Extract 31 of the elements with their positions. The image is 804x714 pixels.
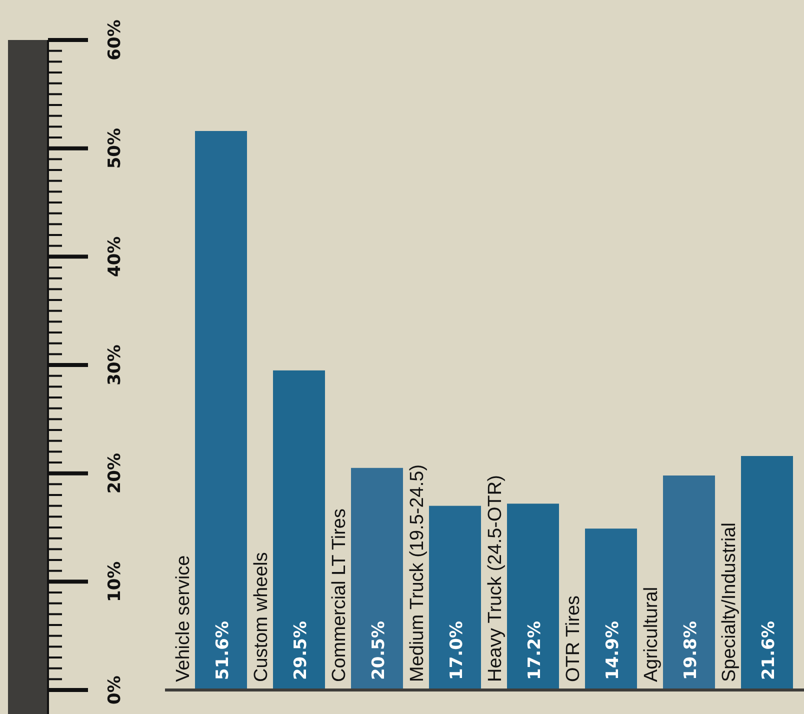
bar [195,131,247,690]
y-tick-label: 40% [105,236,125,278]
x-tick-label: Vehicle service [173,555,194,682]
bar [429,506,481,690]
data-label: 20.5% [369,621,389,680]
data-label: 21.6% [759,621,779,680]
y-tick-label: 60% [105,20,125,60]
data-label: 17.2% [525,621,545,680]
bar [507,504,559,690]
x-tick-label: Commercial LT Tires [329,508,350,682]
x-tick-label: Custom wheels [251,552,272,682]
data-label: 14.9% [603,621,623,680]
data-label: 17.0% [447,621,467,680]
bar [351,468,403,690]
bar [585,528,637,690]
data-label: 29.5% [291,621,311,680]
bar [663,476,715,690]
y-tick-label: 30% [105,344,125,386]
y-tick-label: 0% [105,676,125,704]
x-tick-label: Agricultural [641,586,662,682]
x-tick-label: OTR Tires [563,595,584,682]
x-tick-label: Medium Truck (19.5-24.5) [407,464,428,682]
y-tick-label: 50% [105,128,125,169]
y-tick-label: 20% [105,452,125,494]
x-tick-label: Heavy Truck (24.5-OTR) [485,475,506,682]
bar [273,370,325,690]
data-label: 19.8% [681,621,701,680]
y-tick-label: 10% [105,561,125,602]
x-tick-label: Specialty/Industrial [719,522,740,682]
data-label: 51.6% [213,621,233,680]
bar [741,456,793,690]
